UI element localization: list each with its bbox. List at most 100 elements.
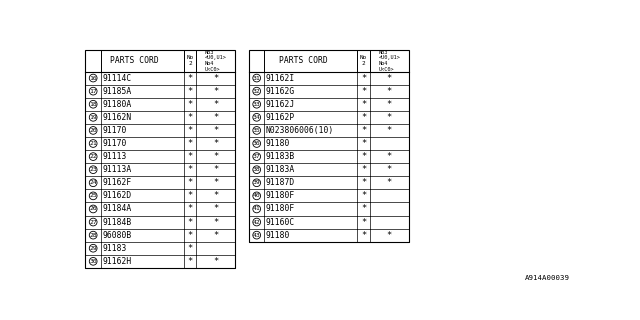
Text: 21: 21 <box>90 141 97 146</box>
Text: 91170: 91170 <box>102 126 127 135</box>
Text: *: * <box>188 74 193 83</box>
Text: *: * <box>213 126 218 135</box>
Text: *: * <box>213 204 218 213</box>
Text: *: * <box>188 87 193 96</box>
Text: *: * <box>188 165 193 174</box>
Text: *: * <box>361 100 366 109</box>
Text: *: * <box>213 152 218 161</box>
Text: *: * <box>213 218 218 227</box>
Text: 25: 25 <box>90 193 97 198</box>
Text: 91187D: 91187D <box>266 178 295 187</box>
Text: 18: 18 <box>90 102 97 107</box>
Text: *: * <box>188 113 193 122</box>
Text: 32: 32 <box>253 89 260 94</box>
Text: 20: 20 <box>90 128 97 133</box>
Text: *: * <box>361 74 366 83</box>
Text: *: * <box>387 152 392 161</box>
Text: *: * <box>188 218 193 227</box>
Text: 91170: 91170 <box>102 139 127 148</box>
Text: 91162I: 91162I <box>266 74 295 83</box>
Text: N023806006(10): N023806006(10) <box>266 126 334 135</box>
Text: *: * <box>188 178 193 187</box>
Text: 39: 39 <box>253 180 260 185</box>
Text: 91162H: 91162H <box>102 257 132 266</box>
Text: *: * <box>188 191 193 200</box>
Text: 91184B: 91184B <box>102 218 132 227</box>
Text: 91162N: 91162N <box>102 113 132 122</box>
Text: *: * <box>213 178 218 187</box>
Text: 91180: 91180 <box>266 231 291 240</box>
Text: *: * <box>213 257 218 266</box>
Text: 27: 27 <box>90 220 97 225</box>
Text: 29: 29 <box>90 246 97 251</box>
Bar <box>85 50 235 268</box>
Text: *: * <box>361 204 366 213</box>
Text: *: * <box>213 191 218 200</box>
Text: 24: 24 <box>90 180 97 185</box>
Text: 91180F: 91180F <box>266 204 295 213</box>
Text: *: * <box>361 87 366 96</box>
Text: 30: 30 <box>90 259 97 264</box>
Text: *: * <box>213 100 218 109</box>
Text: *: * <box>361 165 366 174</box>
Text: *: * <box>188 152 193 161</box>
Text: 26: 26 <box>90 206 97 212</box>
Text: *: * <box>213 113 218 122</box>
Text: 91184A: 91184A <box>102 204 132 213</box>
Bar <box>249 50 408 242</box>
Text: 42: 42 <box>253 220 260 225</box>
Text: *: * <box>387 178 392 187</box>
Text: *: * <box>361 126 366 135</box>
Text: No3
<U0,U1>
No4
U<C0>: No3 <U0,U1> No4 U<C0> <box>378 50 400 72</box>
Text: A914A00039: A914A00039 <box>525 275 570 281</box>
Text: *: * <box>361 139 366 148</box>
Text: *: * <box>213 74 218 83</box>
Text: 22: 22 <box>90 154 97 159</box>
Text: 16: 16 <box>90 76 97 81</box>
Text: *: * <box>387 100 392 109</box>
Text: *: * <box>213 87 218 96</box>
Text: No3
<U0,U1>
No4
U<C0>: No3 <U0,U1> No4 U<C0> <box>205 50 227 72</box>
Text: *: * <box>213 165 218 174</box>
Text: 91162J: 91162J <box>266 100 295 109</box>
Text: 91162F: 91162F <box>102 178 132 187</box>
Text: 38: 38 <box>253 167 260 172</box>
Text: *: * <box>361 113 366 122</box>
Text: *: * <box>361 191 366 200</box>
Text: 43: 43 <box>253 233 260 238</box>
Text: PARTS CORD: PARTS CORD <box>110 56 159 65</box>
Text: 35: 35 <box>253 128 260 133</box>
Text: 91162P: 91162P <box>266 113 295 122</box>
Text: 41: 41 <box>253 206 260 212</box>
Text: 91183B: 91183B <box>266 152 295 161</box>
Text: *: * <box>387 231 392 240</box>
Text: *: * <box>387 74 392 83</box>
Text: *: * <box>361 231 366 240</box>
Text: 96080B: 96080B <box>102 231 132 240</box>
Text: 91160C: 91160C <box>266 218 295 227</box>
Text: *: * <box>387 126 392 135</box>
Text: 28: 28 <box>90 233 97 238</box>
Text: 91162D: 91162D <box>102 191 132 200</box>
Text: 34: 34 <box>253 115 260 120</box>
Text: *: * <box>188 126 193 135</box>
Text: *: * <box>188 244 193 253</box>
Text: *: * <box>361 178 366 187</box>
Text: *: * <box>387 87 392 96</box>
Text: *: * <box>361 152 366 161</box>
Text: 36: 36 <box>253 141 260 146</box>
Text: *: * <box>387 113 392 122</box>
Text: 23: 23 <box>90 167 97 172</box>
Text: No
2: No 2 <box>186 55 194 66</box>
Text: 19: 19 <box>90 115 97 120</box>
Text: 91113: 91113 <box>102 152 127 161</box>
Text: 31: 31 <box>253 76 260 81</box>
Text: *: * <box>188 231 193 240</box>
Text: 91180F: 91180F <box>266 191 295 200</box>
Text: *: * <box>188 257 193 266</box>
Text: No
2: No 2 <box>360 55 367 66</box>
Text: 17: 17 <box>90 89 97 94</box>
Text: 91183: 91183 <box>102 244 127 253</box>
Text: 40: 40 <box>253 193 260 198</box>
Text: 91185A: 91185A <box>102 87 132 96</box>
